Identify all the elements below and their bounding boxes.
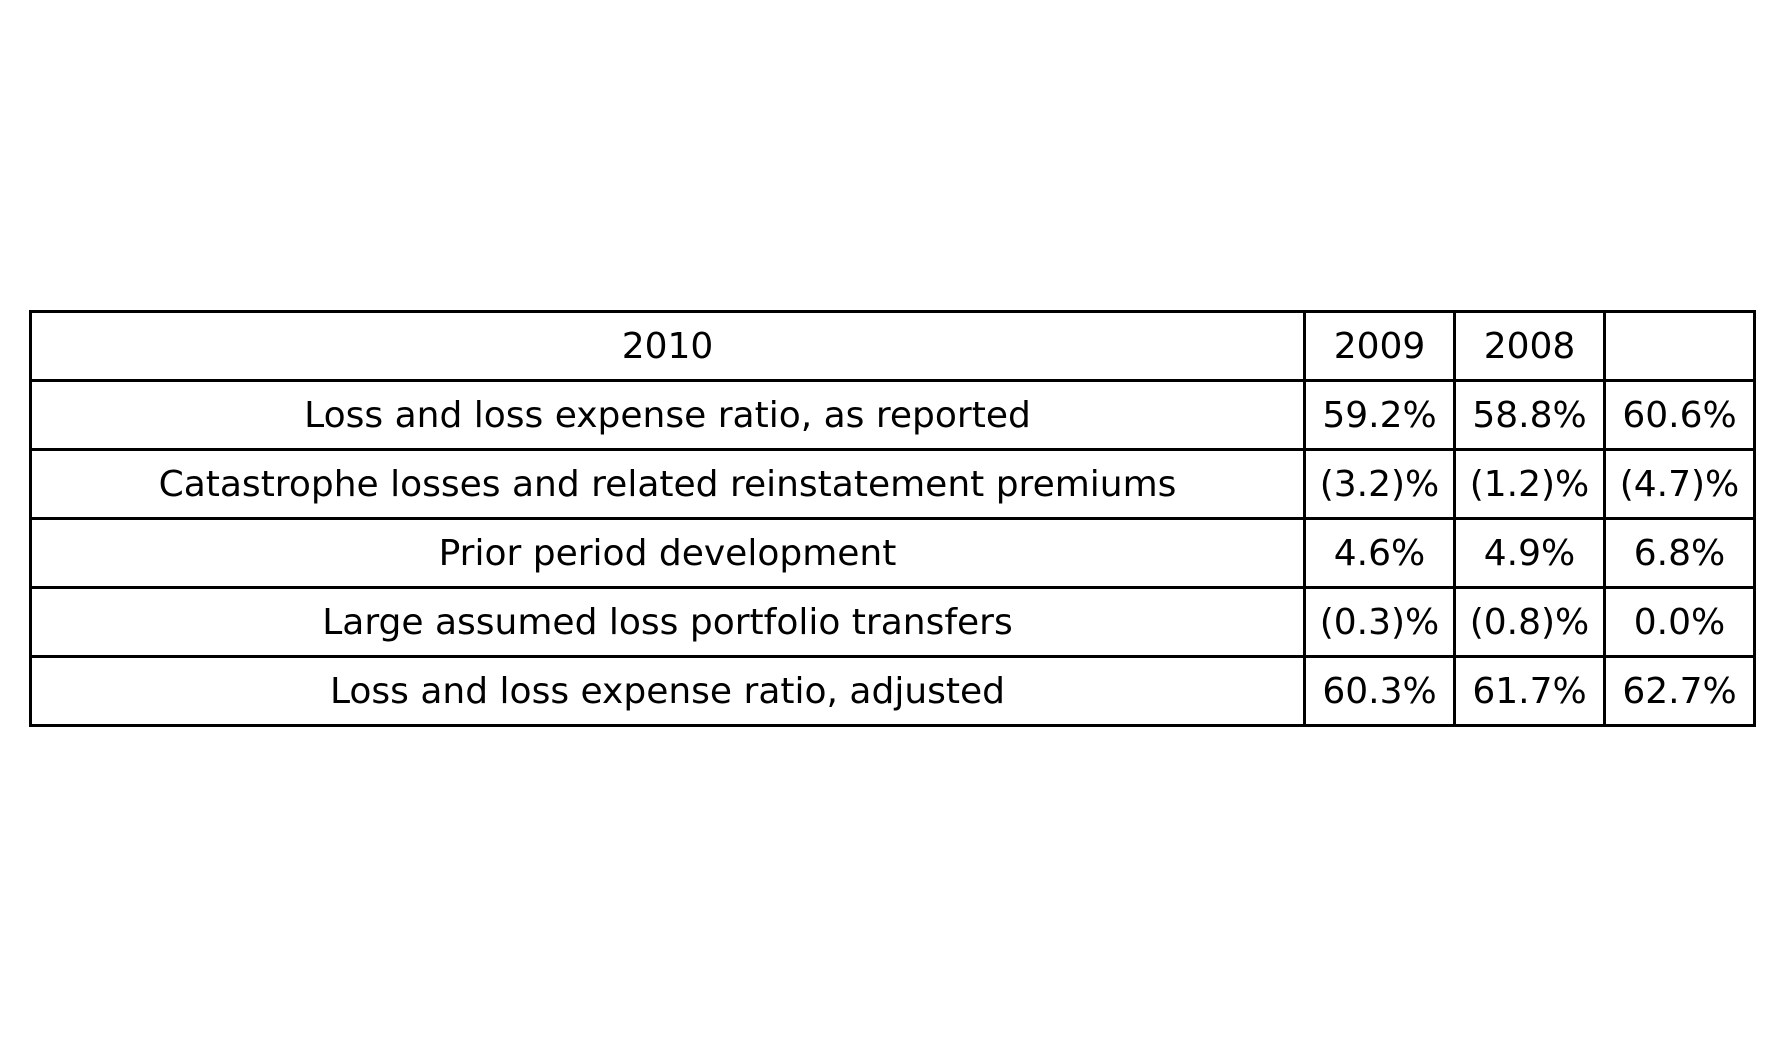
- value-cell: 59.2%: [1303, 379, 1456, 451]
- value-cell: 4.9%: [1453, 517, 1606, 589]
- value-cell: 6.8%: [1603, 517, 1756, 589]
- value-cell: 60.6%: [1603, 379, 1756, 451]
- row-label: Prior period development: [29, 517, 1306, 589]
- value-cell: (0.3)%: [1303, 586, 1456, 658]
- table-row: Large assumed loss portfolio transfers (…: [29, 586, 1756, 658]
- ratio-table-container: 2010 2009 2008 Loss and loss expense rat…: [29, 310, 1756, 727]
- header-cell: 2009: [1303, 310, 1456, 382]
- value-cell: 4.6%: [1303, 517, 1456, 589]
- table-header-row: 2010 2009 2008: [29, 310, 1756, 382]
- row-label: Catastrophe losses and related reinstate…: [29, 448, 1306, 520]
- value-cell: 60.3%: [1303, 655, 1456, 727]
- table-row: Loss and loss expense ratio, adjusted 60…: [29, 655, 1756, 727]
- row-label: Loss and loss expense ratio, adjusted: [29, 655, 1306, 727]
- value-cell: 62.7%: [1603, 655, 1756, 727]
- header-cell: 2008: [1453, 310, 1606, 382]
- table-row: Loss and loss expense ratio, as reported…: [29, 379, 1756, 451]
- row-label: Loss and loss expense ratio, as reported: [29, 379, 1306, 451]
- header-cell: [1603, 310, 1756, 382]
- value-cell: (0.8)%: [1453, 586, 1606, 658]
- row-label: Large assumed loss portfolio transfers: [29, 586, 1306, 658]
- table-row: Prior period development 4.6% 4.9% 6.8%: [29, 517, 1756, 589]
- value-cell: 0.0%: [1603, 586, 1756, 658]
- header-cell: 2010: [29, 310, 1306, 382]
- table-row: Catastrophe losses and related reinstate…: [29, 448, 1756, 520]
- value-cell: (1.2)%: [1453, 448, 1606, 520]
- value-cell: 61.7%: [1453, 655, 1606, 727]
- loss-ratio-table: 2010 2009 2008 Loss and loss expense rat…: [29, 310, 1756, 727]
- value-cell: 58.8%: [1453, 379, 1606, 451]
- value-cell: (4.7)%: [1603, 448, 1756, 520]
- value-cell: (3.2)%: [1303, 448, 1456, 520]
